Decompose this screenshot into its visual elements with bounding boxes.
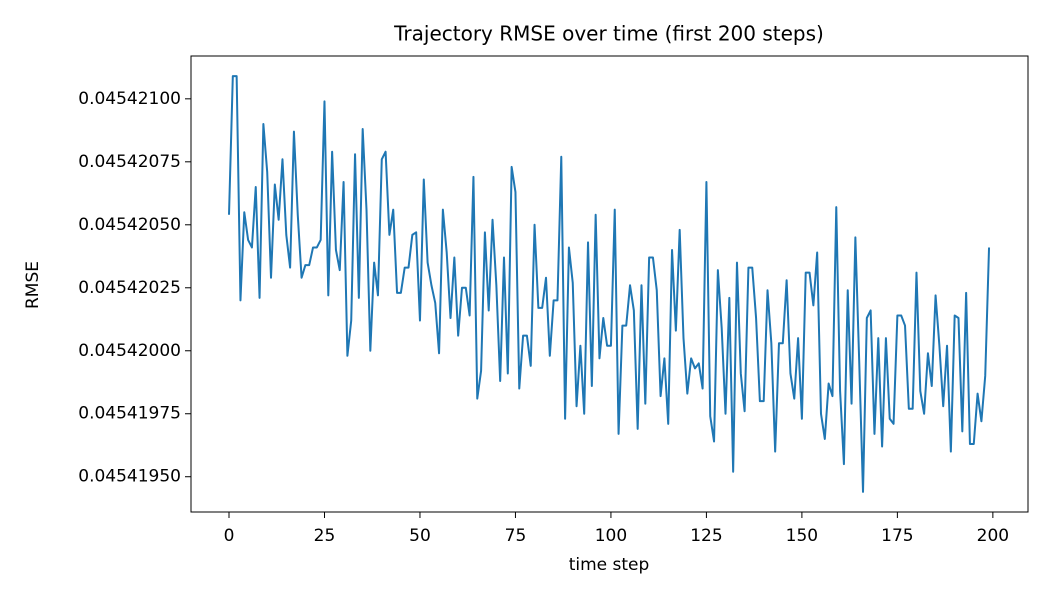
plot-frame [190,55,1029,513]
x-tick-label: 100 [595,526,627,546]
x-tick-label: 175 [881,526,913,546]
x-tick-label: 150 [786,526,818,546]
x-axis-label: time step [569,555,650,575]
x-tick-label: 75 [505,526,527,546]
x-tick-label: 0 [224,526,235,546]
chart-title: Trajectory RMSE over time (first 200 ste… [393,22,824,46]
y-tick-label: 0.04542000 [78,341,181,361]
x-tick-label: 50 [409,526,431,546]
x-tick-label: 125 [690,526,722,546]
y-tick-label: 0.04542075 [78,152,181,172]
y-axis-label: RMSE [23,261,43,309]
x-tick-label: 200 [977,526,1009,546]
y-tick-label: 0.04542050 [78,215,181,235]
y-tick-label: 0.04541950 [78,467,181,487]
y-tick-label: 0.04541975 [78,404,181,424]
y-tick-label: 0.04542100 [78,89,181,109]
y-tick-label: 0.04542025 [78,278,181,298]
x-tick-label: 25 [314,526,336,546]
data-line [228,75,991,493]
